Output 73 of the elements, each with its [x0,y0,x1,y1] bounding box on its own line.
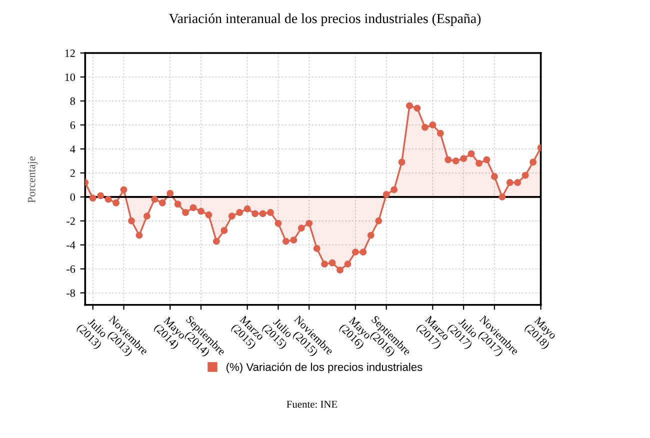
point [390,186,398,194]
point [375,217,382,224]
point [120,186,128,194]
y-tick-label: -4 [66,241,76,249]
point [259,210,266,218]
point [490,173,498,180]
point [328,259,336,266]
point [476,160,482,167]
point [166,190,174,197]
y-tick-label: 0 [70,193,76,201]
point [97,192,104,200]
point [228,212,236,220]
point [452,157,460,164]
point [89,194,96,202]
point [212,238,220,245]
point [267,209,274,216]
y-tick-label: -2 [66,217,75,225]
chart-title: Variación interanual de los precios industriales (España) [168,13,481,26]
point [182,209,190,216]
point [112,199,120,206]
legend-label: (%) Variación de los precios industriales [226,362,422,374]
point [468,150,475,158]
point [274,220,282,227]
point [174,200,182,208]
point [382,191,390,198]
source-note: Fuente: INE [286,400,338,408]
y-axis-title: Porcentaje [28,156,38,203]
y-tick-label: 2 [70,169,75,177]
point [104,196,112,203]
point [429,121,436,128]
point [483,156,490,164]
point [282,238,290,245]
point [321,260,328,268]
point [313,245,320,252]
point [306,220,313,227]
point [344,260,352,268]
point [252,210,259,218]
point [236,209,244,216]
point [298,224,305,232]
point [421,124,428,131]
point [436,130,444,137]
point [530,158,537,166]
point [398,158,406,166]
point [205,211,212,218]
point [143,212,150,220]
point [360,248,367,256]
point [406,102,413,110]
point [336,266,344,274]
point [151,196,158,203]
y-tick-label: -6 [66,265,76,273]
point [198,208,204,215]
y-tick-label: 12 [65,49,75,57]
point [128,217,135,224]
point [414,104,421,112]
point [158,199,166,206]
point [514,179,522,186]
point [506,179,514,186]
y-tick-label: -8 [66,289,76,297]
point [220,227,228,234]
point [498,193,506,200]
point [136,232,143,239]
y-tick-label: 4 [70,145,76,153]
point [190,204,197,212]
point [352,248,359,256]
y-tick-label: 10 [65,73,76,81]
y-tick-label: 8 [70,97,76,105]
point [290,236,298,244]
y-tick-label: 6 [70,121,76,129]
point [444,156,452,164]
point [522,172,529,179]
point [244,205,251,212]
point [460,155,468,162]
point [367,232,374,239]
